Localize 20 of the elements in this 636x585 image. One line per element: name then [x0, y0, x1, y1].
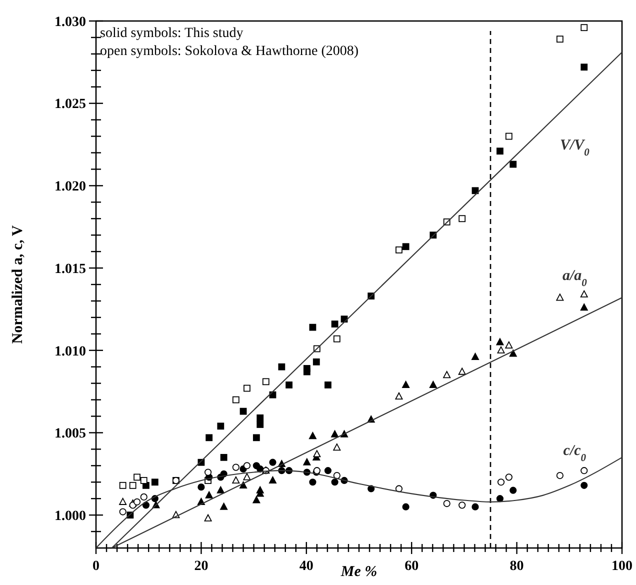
x-tick-label: 80 — [510, 559, 524, 574]
y-tick-label: 1.000 — [54, 508, 86, 524]
y-tick-label: 1.005 — [54, 426, 86, 442]
x-axis-title: Me % — [340, 564, 378, 580]
series-label: V/V$_{0}$ — [560, 138, 590, 158]
annotation: solid symbols: This study — [100, 26, 244, 41]
y-tick-label: 1.030 — [54, 14, 86, 30]
y-tick-label: 1.020 — [54, 180, 86, 195]
series-label: a/a$_{0}$ — [562, 268, 588, 289]
x-tick-label: 60 — [404, 559, 419, 574]
x-tick-label: 20 — [194, 559, 208, 574]
y-tick-label: 1.010 — [54, 344, 86, 360]
y-axis-title: Normalized a, c, V — [10, 225, 26, 344]
x-tick-label: 0 — [92, 559, 100, 574]
series-label: c/c$_{0}$ — [563, 442, 587, 464]
y-tick-label: 1.025 — [54, 97, 86, 112]
x-tick-label: 40 — [299, 559, 314, 574]
x-tick-label: 100 — [612, 559, 632, 574]
annotation: open symbols: Sokolova & Hawthorne (2008) — [100, 44, 359, 59]
y-tick-label: 1.015 — [54, 262, 86, 277]
